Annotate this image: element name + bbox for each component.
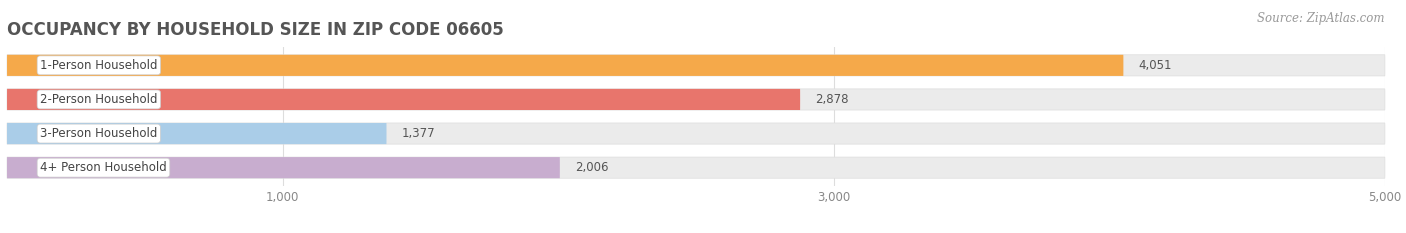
FancyBboxPatch shape [7, 55, 1123, 76]
FancyBboxPatch shape [7, 89, 1385, 110]
FancyBboxPatch shape [7, 157, 560, 178]
Text: 2-Person Household: 2-Person Household [41, 93, 157, 106]
Text: Source: ZipAtlas.com: Source: ZipAtlas.com [1257, 12, 1385, 25]
Text: 4,051: 4,051 [1139, 59, 1173, 72]
Text: 2,006: 2,006 [575, 161, 609, 174]
Text: 3-Person Household: 3-Person Household [41, 127, 157, 140]
FancyBboxPatch shape [7, 157, 1385, 178]
Text: OCCUPANCY BY HOUSEHOLD SIZE IN ZIP CODE 06605: OCCUPANCY BY HOUSEHOLD SIZE IN ZIP CODE … [7, 21, 503, 39]
Text: 1-Person Household: 1-Person Household [41, 59, 157, 72]
FancyBboxPatch shape [7, 55, 1385, 76]
Text: 1,377: 1,377 [402, 127, 436, 140]
Text: 2,878: 2,878 [815, 93, 849, 106]
FancyBboxPatch shape [7, 123, 1385, 144]
FancyBboxPatch shape [7, 89, 800, 110]
FancyBboxPatch shape [7, 123, 387, 144]
Text: 4+ Person Household: 4+ Person Household [41, 161, 167, 174]
